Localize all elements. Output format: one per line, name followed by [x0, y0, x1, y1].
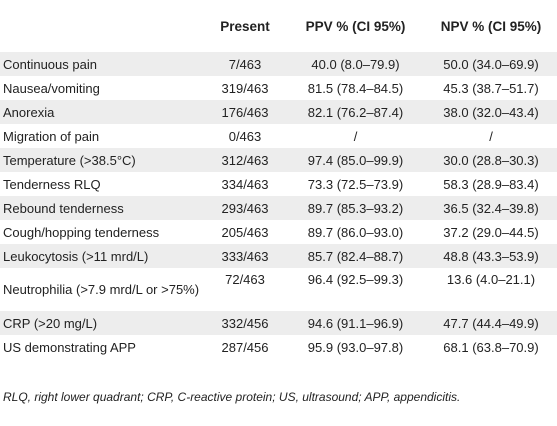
header-npv: NPV % (CI 95%): [440, 18, 542, 34]
row-label: US demonstrating APP: [3, 339, 136, 355]
cell-npv: 45.3 (38.7–51.7): [443, 80, 539, 96]
row-label: Neutrophilia (>7.9 mrd/L or >75%): [3, 282, 200, 297]
table-row: Cough/hopping tenderness 205/463 89.7 (8…: [0, 220, 557, 244]
cell-npv: 48.8 (43.3–53.9): [443, 248, 539, 264]
table-row: Rebound tenderness 293/463 89.7 (85.3–93…: [0, 196, 557, 220]
cell-npv: 38.0 (32.0–43.4): [443, 104, 539, 120]
cell-ppv: 89.7 (85.3–93.2): [307, 200, 404, 216]
table-row: Leukocytosis (>11 mrd/L) 333/463 85.7 (8…: [0, 244, 557, 268]
cell-present: 319/463: [221, 80, 269, 96]
table-row: CRP (>20 mg/L) 332/456 94.6 (91.1–96.9) …: [0, 311, 557, 335]
cell-ppv: 40.0 (8.0–79.9): [311, 56, 400, 72]
cell-ppv: 82.1 (76.2–87.4): [307, 104, 404, 120]
cell-npv: 68.1 (63.8–70.9): [443, 339, 539, 355]
table-row: US demonstrating APP 287/456 95.9 (93.0–…: [0, 335, 557, 359]
cell-ppv: /: [353, 128, 358, 144]
results-table: Present PPV % (CI 95%) NPV % (CI 95%) Co…: [0, 0, 557, 359]
row-label: Rebound tenderness: [3, 200, 124, 216]
cell-present: 293/463: [221, 200, 269, 216]
cell-present: 312/463: [221, 152, 269, 168]
cell-npv: /: [489, 128, 493, 144]
row-label: Nausea/vomiting: [3, 80, 100, 96]
row-label: Cough/hopping tenderness: [3, 224, 160, 240]
cell-ppv: 85.7 (82.4–88.7): [307, 248, 404, 264]
row-label: Tenderness RLQ: [3, 176, 101, 192]
header-present: Present: [220, 18, 270, 34]
cell-present: 332/456: [221, 315, 269, 331]
row-label: Leukocytosis (>11 mrd/L): [3, 248, 149, 264]
table-footnote: RLQ, right lower quadrant; CRP, C-reacti…: [3, 390, 461, 404]
cell-ppv: 94.6 (91.1–96.9): [307, 315, 404, 331]
cell-ppv: 97.4 (85.0–99.9): [307, 152, 404, 168]
row-label: Anorexia: [3, 104, 55, 120]
table-row: Neutrophilia (>7.9 mrd/L or >75%) 72/463…: [0, 268, 557, 311]
cell-npv: 36.5 (32.4–39.8): [443, 200, 539, 216]
cell-ppv: 81.5 (78.4–84.5): [307, 80, 404, 96]
cell-present: 176/463: [221, 104, 269, 120]
table-row: Nausea/vomiting 319/463 81.5 (78.4–84.5)…: [0, 76, 557, 100]
cell-present: 72/463: [225, 272, 265, 287]
row-label: CRP (>20 mg/L): [3, 315, 98, 331]
cell-present: 205/463: [221, 224, 269, 240]
cell-present: 333/463: [221, 248, 269, 264]
cell-ppv: 96.4 (92.5–99.3): [307, 272, 404, 287]
cell-npv: 13.6 (4.0–21.1): [446, 272, 536, 287]
header-variable: [0, 0, 204, 52]
row-label: Temperature (>38.5°C): [3, 152, 136, 168]
header-ppv: PPV % (CI 95%): [305, 18, 406, 34]
table-row: Anorexia 176/463 82.1 (76.2–87.4) 38.0 (…: [0, 100, 557, 124]
table-row: Continuous pain 7/463 40.0 (8.0–79.9) 50…: [0, 52, 557, 76]
cell-npv: 47.7 (44.4–49.9): [443, 315, 539, 331]
cell-npv: 58.3 (28.9–83.4): [443, 176, 539, 192]
table-row: Tenderness RLQ 334/463 73.3 (72.5–73.9) …: [0, 172, 557, 196]
cell-npv: 50.0 (34.0–69.9): [443, 56, 539, 72]
cell-ppv: 73.3 (72.5–73.9): [307, 176, 404, 192]
header-row: Present PPV % (CI 95%) NPV % (CI 95%): [0, 0, 557, 52]
row-label: Migration of pain: [3, 128, 100, 144]
cell-present: 334/463: [221, 176, 269, 192]
cell-ppv: 95.9 (93.0–97.8): [307, 339, 404, 355]
cell-npv: 30.0 (28.8–30.3): [443, 152, 539, 168]
cell-present: 7/463: [228, 56, 262, 72]
table-row: Temperature (>38.5°C) 312/463 97.4 (85.0…: [0, 148, 557, 172]
cell-npv: 37.2 (29.0–44.5): [443, 224, 539, 240]
cell-present: 0/463: [228, 128, 262, 144]
table-row: Migration of pain 0/463 / /: [0, 124, 557, 148]
row-label: Continuous pain: [3, 56, 97, 72]
cell-present: 287/456: [221, 339, 269, 355]
cell-ppv: 89.7 (86.0–93.0): [307, 224, 404, 240]
